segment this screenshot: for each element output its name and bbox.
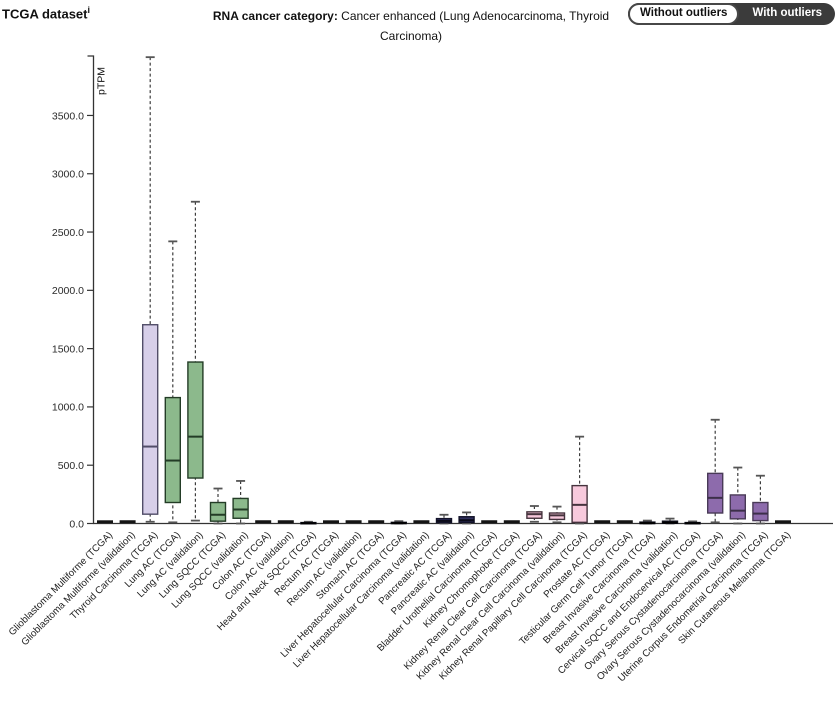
boxplot-lung-sqcc-tcga[interactable]: [209, 487, 227, 525]
box: [209, 501, 227, 522]
box: [707, 472, 724, 514]
y-tick-label: 3500.0: [52, 110, 84, 122]
boxplot-lung-ac-validation[interactable]: [187, 200, 204, 522]
box: [752, 501, 769, 522]
y-tick-label: 500.0: [58, 460, 84, 472]
box: [141, 324, 159, 515]
boxplot-cervical-sqcc-and-endocervical-ac-tcga[interactable]: [684, 520, 701, 525]
y-axis-title: pTPM: [96, 67, 108, 95]
y-tick-label: 2500.0: [52, 227, 84, 239]
boxplot-ovary-serous-cystadenocarcinoma-tcga[interactable]: [707, 418, 724, 524]
y-tick-label: 1000.0: [52, 402, 84, 414]
boxplot-pancreatic-ac-tcga[interactable]: [435, 513, 453, 525]
box: [729, 494, 746, 520]
y-tick-label: 1500.0: [52, 343, 84, 355]
box: [187, 361, 204, 479]
y-tick-label: 3000.0: [52, 169, 84, 181]
rna-cancer-category: RNA cancer category: Cancer enhanced (Lu…: [210, 6, 612, 46]
boxplot-head-and-neck-sqcc-tcga[interactable]: [300, 520, 317, 525]
y-tick-label: 0.0: [69, 518, 84, 530]
boxplot-lung-ac-tcga[interactable]: [164, 240, 182, 524]
boxplot-pancreatic-ac-validation[interactable]: [458, 511, 475, 525]
y-tick-label: 2000.0: [52, 285, 84, 297]
rna-category-label: RNA cancer category:: [212, 9, 338, 23]
page-title-text: TCGA dataset: [2, 6, 88, 22]
box: [164, 396, 182, 504]
page-title: TCGA dataseti: [2, 5, 90, 21]
boxplot-thyroid-carcinoma-tcga[interactable]: [141, 56, 159, 523]
without-outliers-button[interactable]: Without outliers: [628, 3, 740, 25]
boxplot-liver-hepatocellular-carcinoma-tcga[interactable]: [390, 520, 407, 525]
x-axis-label: Glioblastoma Multiforme (validation): [19, 530, 137, 648]
outlier-toggle: Without outliers With outliers: [628, 3, 835, 25]
x-axis-label: Thyroid Carcinoma (TCGA): [68, 530, 160, 622]
boxplot-breast-invasive-carcinoma-validation[interactable]: [661, 517, 679, 525]
with-outliers-button[interactable]: With outliers: [739, 3, 835, 25]
box: [232, 497, 249, 519]
info-superscript: i: [87, 5, 90, 15]
boxplot-ovary-serous-cystadenocarcinoma-validation[interactable]: [729, 466, 746, 525]
boxplot-kidney-renal-clear-cell-carcinoma-validation[interactable]: [548, 505, 566, 524]
boxplot-kidney-renal-papillary-cell-carcinoma-tcga[interactable]: [571, 435, 588, 525]
boxplot-uterine-corpus-endometrial-carcinoma-tcga[interactable]: [752, 474, 769, 525]
boxplot-lung-sqcc-validation[interactable]: [232, 480, 249, 525]
rna-category-value: Cancer enhanced (Lung Adenocarcinoma, Th…: [341, 9, 610, 43]
boxplot-kidney-renal-clear-cell-carcinoma-tcga[interactable]: [526, 505, 543, 523]
boxplot-breast-invasive-carcinoma-tcga[interactable]: [639, 519, 656, 525]
